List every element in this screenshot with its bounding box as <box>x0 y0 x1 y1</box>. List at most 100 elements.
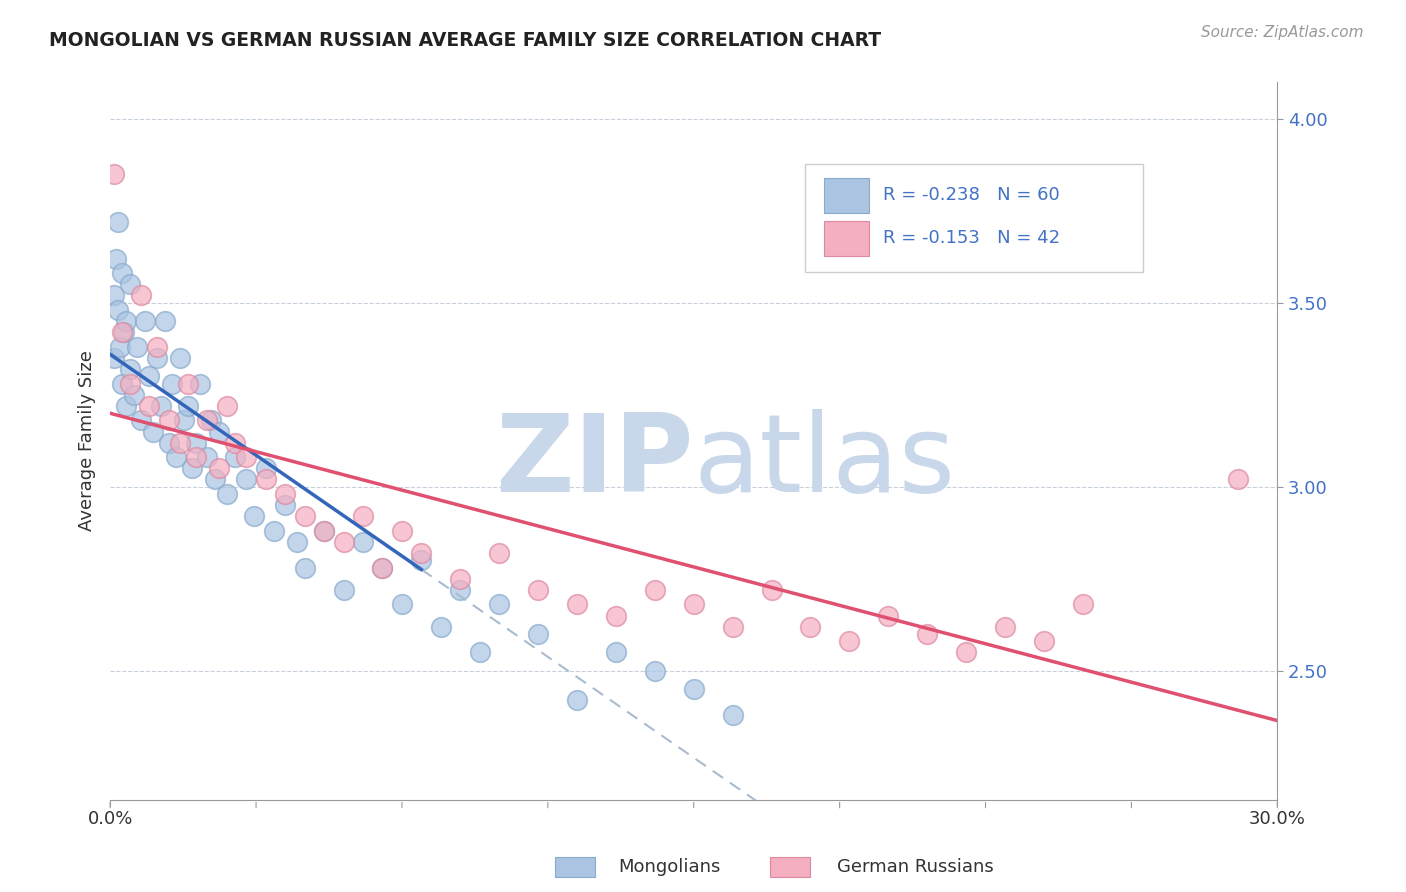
Point <box>644 582 666 597</box>
Text: MONGOLIAN VS GERMAN RUSSIAN AVERAGE FAMILY SIZE CORRELATION CHART: MONGOLIAN VS GERMAN RUSSIAN AVERAGE FAMI… <box>49 31 882 50</box>
Point <box>488 598 510 612</box>
Point <box>314 524 336 538</box>
Point <box>188 376 211 391</box>
Point <box>103 167 125 181</box>
Point <box>184 435 207 450</box>
Point <box>134 314 156 328</box>
Text: Source: ZipAtlas.com: Source: ZipAtlas.com <box>1201 25 1364 40</box>
Point <box>449 572 471 586</box>
Point <box>200 413 222 427</box>
Y-axis label: Average Family Size: Average Family Size <box>79 351 96 531</box>
Point <box>149 399 172 413</box>
Text: R = -0.238   N = 60: R = -0.238 N = 60 <box>883 186 1060 204</box>
Point <box>449 582 471 597</box>
Point <box>235 450 257 465</box>
Point <box>314 524 336 538</box>
Point <box>129 413 152 427</box>
Point <box>527 627 550 641</box>
Point <box>118 277 141 292</box>
Point <box>118 376 141 391</box>
Point <box>146 351 169 365</box>
Point <box>799 619 821 633</box>
Point <box>197 450 219 465</box>
Point <box>177 399 200 413</box>
Point <box>488 546 510 560</box>
Point <box>877 608 900 623</box>
Point <box>107 215 129 229</box>
Bar <box>770 857 810 877</box>
Point <box>294 509 316 524</box>
Point <box>153 314 176 328</box>
Point <box>111 376 134 391</box>
Point <box>215 487 238 501</box>
Point <box>955 645 977 659</box>
FancyBboxPatch shape <box>804 164 1143 272</box>
Point <box>162 376 184 391</box>
Point <box>177 376 200 391</box>
Point <box>111 325 134 339</box>
Point <box>1071 598 1094 612</box>
Bar <box>824 178 869 212</box>
Point <box>605 608 627 623</box>
Point <box>721 619 744 633</box>
Point <box>108 340 131 354</box>
Text: atlas: atlas <box>693 409 956 516</box>
Point <box>243 509 266 524</box>
Point <box>138 399 160 413</box>
Point <box>224 435 246 450</box>
Point <box>285 535 308 549</box>
Point <box>142 425 165 439</box>
Point <box>294 560 316 574</box>
Point <box>682 682 704 697</box>
Point <box>721 707 744 722</box>
Point <box>224 450 246 465</box>
Point <box>468 645 491 659</box>
Point <box>112 325 135 339</box>
Point <box>565 598 588 612</box>
Point <box>332 582 354 597</box>
Point <box>1032 634 1054 648</box>
Point <box>184 450 207 465</box>
Point <box>215 399 238 413</box>
Point <box>994 619 1017 633</box>
Point <box>274 487 297 501</box>
Point <box>122 388 145 402</box>
Point <box>180 461 202 475</box>
Text: R = -0.153   N = 42: R = -0.153 N = 42 <box>883 229 1060 247</box>
Point <box>138 369 160 384</box>
Point <box>371 560 394 574</box>
Point <box>157 435 180 450</box>
Point <box>527 582 550 597</box>
Point <box>208 425 231 439</box>
Point <box>104 252 127 266</box>
Point <box>208 461 231 475</box>
Point <box>197 413 219 427</box>
Point <box>411 546 433 560</box>
Point <box>352 509 374 524</box>
Point <box>371 560 394 574</box>
Point <box>114 399 136 413</box>
Point <box>254 461 277 475</box>
Point <box>682 598 704 612</box>
Point <box>332 535 354 549</box>
Point <box>263 524 285 538</box>
Point <box>173 413 195 427</box>
Point <box>352 535 374 549</box>
Point <box>146 340 169 354</box>
Point <box>391 598 413 612</box>
Point <box>114 314 136 328</box>
Point <box>129 288 152 302</box>
Point <box>915 627 938 641</box>
Bar <box>824 221 869 256</box>
Point <box>838 634 860 648</box>
Point <box>274 498 297 512</box>
Point <box>157 413 180 427</box>
Point <box>103 351 125 365</box>
Point <box>111 266 134 280</box>
Point <box>204 472 226 486</box>
Text: German Russians: German Russians <box>837 858 993 876</box>
Point <box>644 664 666 678</box>
Point <box>411 553 433 567</box>
Text: ZIP: ZIP <box>495 409 693 516</box>
Point <box>165 450 187 465</box>
